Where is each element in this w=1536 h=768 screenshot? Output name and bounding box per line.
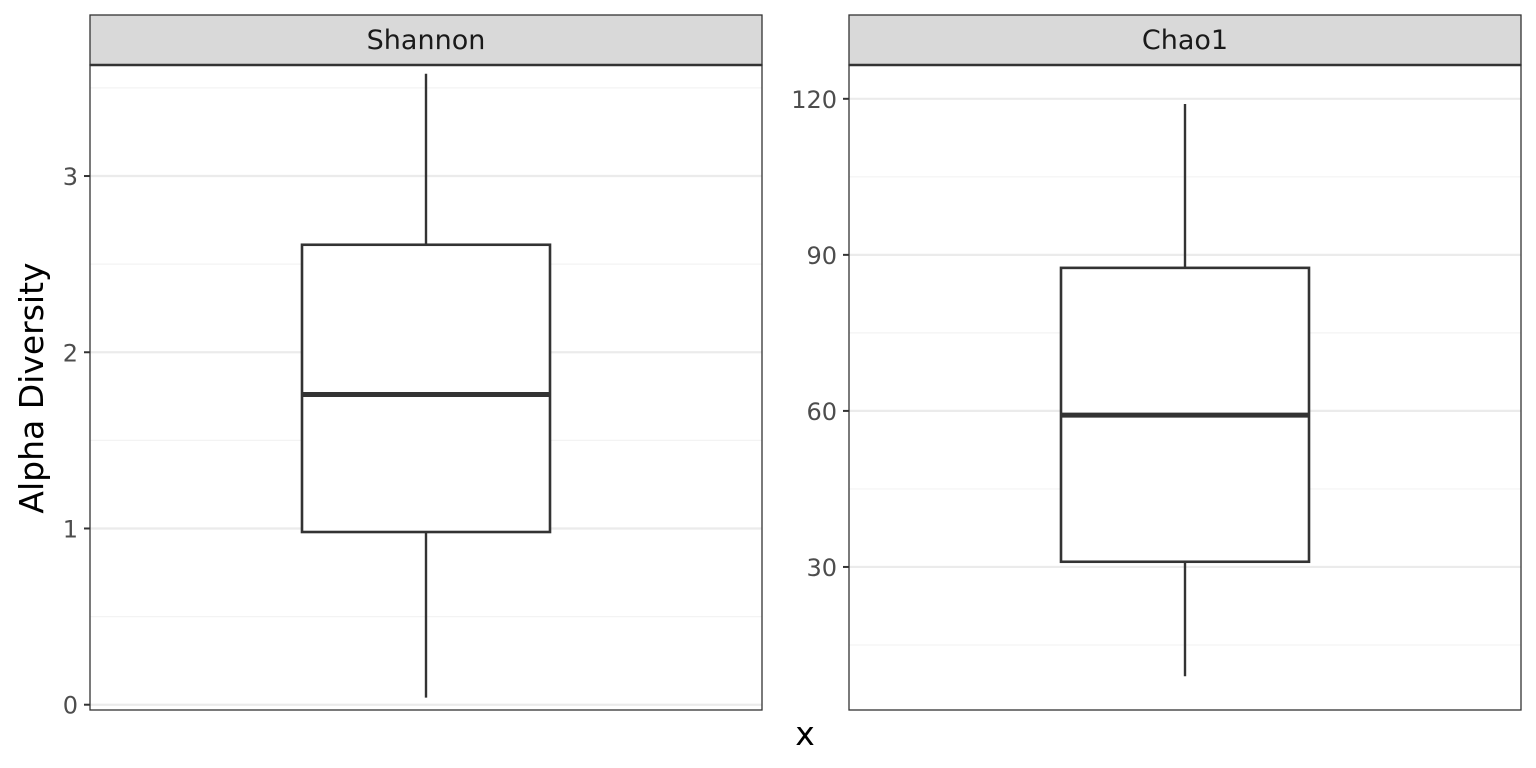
facet-panel-shannon: Shannon 0 1 2 3 bbox=[63, 14, 763, 720]
y-axis-title: Alpha Diversity bbox=[12, 262, 51, 513]
y-tick-label: 120 bbox=[791, 86, 837, 114]
y-tick-label: 3 bbox=[63, 163, 78, 191]
strip-title: Shannon bbox=[367, 25, 486, 56]
y-tick-label: 30 bbox=[806, 554, 837, 582]
strip-background bbox=[848, 14, 1522, 66]
strip-title: Chao1 bbox=[1142, 25, 1228, 56]
y-tick-label: 0 bbox=[63, 692, 78, 720]
strip-background bbox=[89, 14, 763, 66]
box-iqr bbox=[300, 243, 552, 534]
facet-panel-chao1: Chao1 30 60 90 120 bbox=[791, 14, 1522, 711]
y-tick-label: 60 bbox=[806, 398, 837, 426]
y-tick-label: 2 bbox=[63, 339, 78, 367]
y-tick-label: 1 bbox=[63, 515, 78, 543]
x-axis-title: x bbox=[795, 714, 815, 753]
y-tick-label: 90 bbox=[806, 242, 837, 270]
